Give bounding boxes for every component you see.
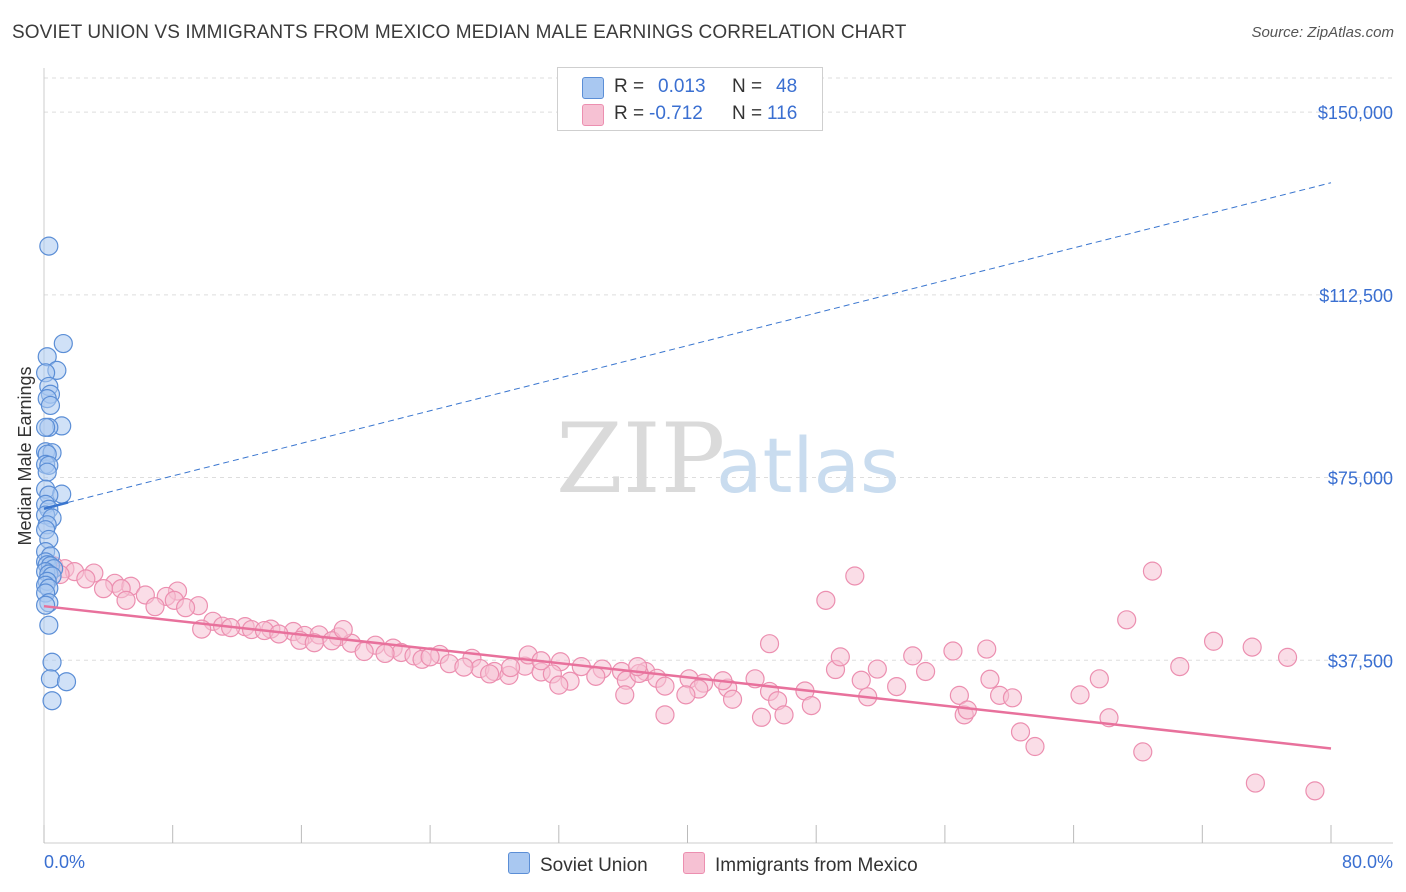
- mexico-point: [655, 705, 675, 725]
- mexico-point: [480, 664, 500, 684]
- legend-n-label: N =: [732, 76, 763, 97]
- mexico-point: [722, 689, 743, 709]
- mexico-point: [1170, 657, 1190, 677]
- soviet-trend-dashed: [68, 182, 1332, 503]
- mexico-point: [949, 685, 969, 705]
- mexico-point: [454, 657, 474, 677]
- mexico-swatch: [582, 104, 604, 126]
- soviet-swatch: [582, 77, 604, 99]
- mexico-point: [1305, 781, 1325, 801]
- y-tick-label: $112,500: [1319, 286, 1393, 306]
- mexico-point: [1242, 637, 1262, 657]
- mexico-point: [354, 641, 374, 662]
- y-tick-label: $37,500: [1328, 651, 1393, 671]
- soviet-point: [42, 652, 62, 672]
- legend-r-label: R =: [614, 76, 645, 97]
- legend-n-value: 116: [767, 103, 798, 124]
- mexico-point: [116, 590, 136, 610]
- soviet-point: [39, 236, 59, 256]
- soviet-swatch: [508, 852, 530, 874]
- legend-n-value: 48: [776, 76, 798, 97]
- mexico-point: [830, 647, 850, 667]
- legend-item-soviet: Soviet Union: [508, 852, 648, 877]
- mexico-point: [375, 643, 395, 664]
- stats-legend: R = 0.013 N = 48 R = -0.712 N = 116: [557, 67, 823, 131]
- mexico-point: [93, 579, 114, 599]
- mexico-trend: [43, 604, 1332, 750]
- mexico-point: [333, 619, 353, 640]
- watermark-atlas: atlas: [716, 421, 900, 510]
- mexico-point: [759, 634, 780, 654]
- mexico-point: [1203, 631, 1224, 651]
- mexico-point: [1117, 610, 1137, 630]
- soviet-point: [42, 691, 62, 711]
- soviet-point: [36, 417, 56, 437]
- mexico-point: [887, 676, 907, 697]
- chart-title: SOVIET UNION VS IMMIGRANTS FROM MEXICO M…: [12, 22, 907, 43]
- mexico-point: [175, 598, 196, 618]
- grid-lines: [44, 77, 1393, 661]
- legend-n-label: N =: [732, 103, 763, 124]
- axes: [43, 68, 1393, 844]
- legend-label-soviet: Soviet Union: [540, 855, 648, 876]
- mexico-point: [980, 669, 1000, 689]
- mexico-swatch: [683, 852, 705, 874]
- source-credit: Source: ZipAtlas.com: [1251, 24, 1394, 41]
- y-tick-label: $150,000: [1318, 103, 1393, 123]
- legend-item-mexico: Immigrants from Mexico: [683, 852, 918, 877]
- mexico-point: [500, 657, 521, 678]
- legend-r-value: 0.013: [658, 76, 706, 97]
- mexico-point: [774, 705, 794, 725]
- mexico-point: [1142, 561, 1163, 581]
- mexico-series: [44, 556, 1325, 801]
- mexico-point: [1133, 742, 1153, 762]
- soviet-point: [56, 672, 77, 692]
- legend-r-label: R =: [614, 103, 645, 124]
- mexico-point: [1089, 669, 1109, 689]
- soviet-point: [40, 395, 61, 416]
- mexico-point: [676, 685, 696, 705]
- mexico-point: [586, 666, 606, 686]
- mexico-point: [1025, 736, 1045, 757]
- mexico-point: [915, 661, 936, 682]
- mexico-point: [867, 659, 887, 679]
- y-tick-label: $75,000: [1328, 469, 1393, 489]
- watermark-zip: ZIP: [556, 403, 725, 515]
- mexico-point: [76, 569, 96, 589]
- soviet-trend-solid: [43, 501, 69, 510]
- mexico-point: [851, 670, 871, 690]
- x-tick-label-max: 80.0%: [1341, 852, 1393, 872]
- mexico-point: [816, 590, 836, 610]
- soviet-point: [39, 615, 59, 635]
- x-tick-label-min: 0.0%: [44, 852, 86, 872]
- mexico-point: [145, 597, 165, 617]
- mexico-point: [1070, 685, 1090, 705]
- y-tick-labels: $37,500 $75,000 $112,500 $150,000: [1318, 103, 1393, 671]
- mexico-point: [845, 566, 865, 586]
- soviet-point: [40, 669, 61, 689]
- mexico-point: [977, 639, 997, 659]
- mexico-point: [1010, 722, 1031, 742]
- y-axis-label: Median Male Earnings: [15, 366, 35, 545]
- mexico-point: [1002, 688, 1023, 708]
- mexico-point: [903, 646, 923, 666]
- mexico-point: [549, 675, 569, 695]
- mexico-point: [1245, 773, 1265, 793]
- mexico-point: [304, 633, 324, 653]
- legend-r-value: -0.712: [649, 103, 703, 124]
- soviet-series: [36, 236, 77, 711]
- mexico-point: [1277, 647, 1298, 667]
- mexico-point: [801, 695, 821, 716]
- mexico-point: [655, 676, 675, 696]
- legend-label-mexico: Immigrants from Mexico: [715, 855, 918, 876]
- trend-lines: [43, 182, 1332, 750]
- mexico-point: [943, 641, 963, 661]
- soviet-point: [37, 462, 57, 482]
- mexico-point: [615, 685, 635, 705]
- mexico-point: [751, 707, 772, 727]
- soviet-point: [53, 333, 73, 354]
